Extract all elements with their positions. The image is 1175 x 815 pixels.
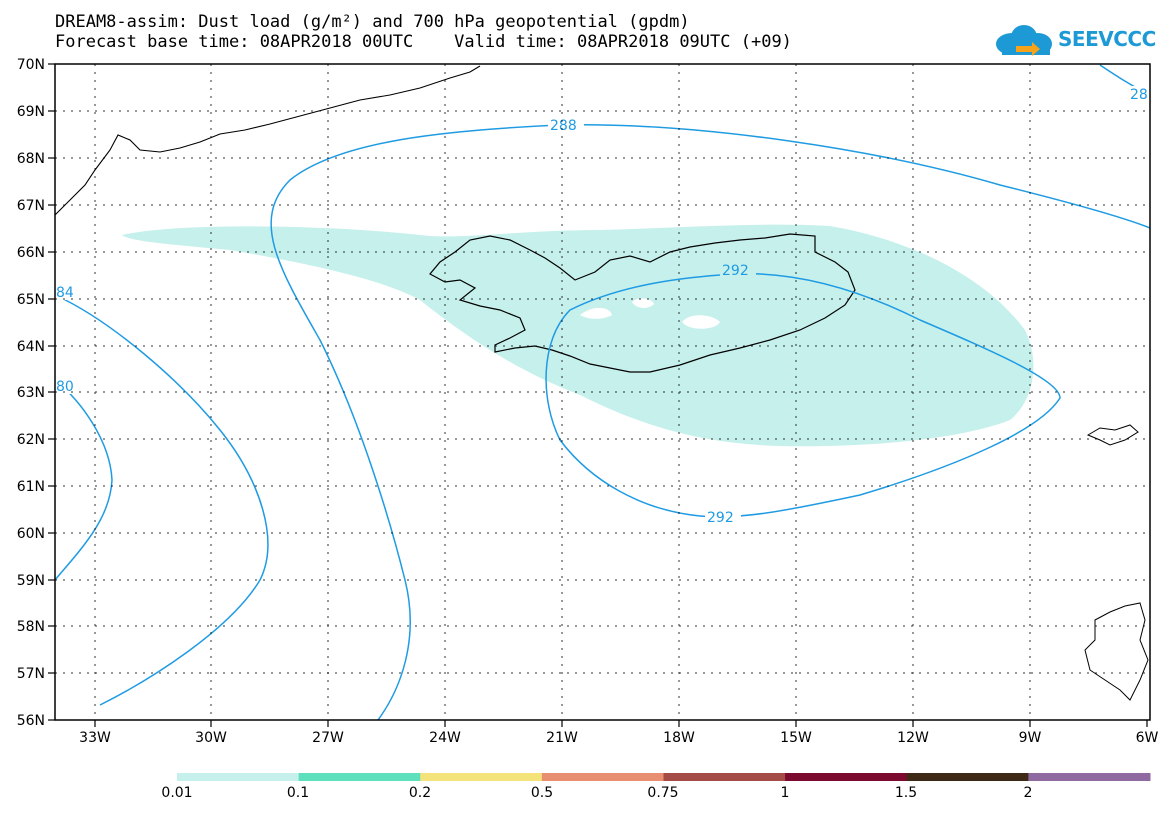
colorbar-label-3: 0.5 (530, 785, 554, 801)
colorbar-label-4: 0.75 (647, 785, 679, 801)
lat-label-66N: 66N (17, 245, 45, 261)
seevccc-logo (996, 25, 1052, 56)
contour-label-84: 84 (56, 285, 74, 301)
lon-label-12W: 12W (897, 730, 929, 746)
colorbar (177, 773, 1151, 781)
colorbar-label-1: 0.1 (286, 785, 310, 801)
iceland-coastline (429, 233, 856, 373)
scotland-coastline (1084, 602, 1149, 701)
lon-label-33W: 33W (79, 730, 111, 746)
faroe-coastline (1086, 424, 1139, 446)
lon-label-24W: 24W (429, 730, 461, 746)
colorbar-label-2: 0.2 (408, 785, 432, 801)
lat-label-69N: 69N (17, 104, 45, 120)
lat-labels: 70N 69N 68N 67N 66N 65N 64N 63N 62N 61N … (17, 57, 45, 729)
lat-label-59N: 59N (17, 573, 45, 589)
contour-label-292-bottom: 292 (707, 510, 734, 526)
lat-label-60N: 60N (17, 526, 45, 542)
greenland-coastline (54, 65, 481, 216)
title-line-2: Forecast base time: 08APR2018 00UTC Vali… (55, 32, 792, 52)
geopotential-contours (54, 64, 1151, 721)
dust-gap-2 (580, 307, 612, 319)
lon-label-9W: 9W (1019, 730, 1042, 746)
colorbar-segment-2 (420, 773, 543, 781)
lon-label-18W: 18W (663, 730, 695, 746)
lat-label-56N: 56N (17, 713, 45, 729)
ticks (48, 63, 1148, 727)
lat-label-58N: 58N (17, 619, 45, 635)
lat-label-64N: 64N (17, 339, 45, 355)
gridlines (55, 64, 1150, 720)
lon-label-30W: 30W (195, 730, 227, 746)
colorbar-segment-6 (906, 773, 1029, 781)
lat-label-67N: 67N (17, 198, 45, 214)
lon-label-27W: 27W (312, 730, 344, 746)
colorbar-segment-7 (1028, 773, 1151, 781)
colorbar-label-7: 2 (1023, 785, 1033, 801)
colorbar-label-6: 1.5 (894, 785, 918, 801)
lon-label-21W: 21W (546, 730, 578, 746)
lat-label-57N: 57N (17, 666, 45, 682)
contour-label-292-top: 292 (722, 263, 749, 279)
dust-load-area (122, 224, 1034, 447)
lat-label-61N: 61N (17, 479, 45, 495)
contour-label-288: 288 (550, 118, 577, 134)
dust-gap-3 (632, 298, 654, 308)
colorbar-segment-3 (541, 773, 664, 781)
contour-292 (545, 272, 1061, 518)
contour-284 (54, 294, 269, 706)
lon-label-6W: 6W (1136, 730, 1159, 746)
contour-label-80: 80 (56, 379, 74, 395)
title-line-1: DREAM8-assim: Dust load (g/m²) and 700 h… (55, 12, 690, 32)
contour-labels: 288 292 292 84 80 28 (55, 86, 1150, 526)
lon-label-15W: 15W (780, 730, 812, 746)
contour-label-28: 28 (1130, 87, 1148, 103)
cloud-icon (996, 25, 1052, 56)
colorbar-segment-1 (298, 773, 421, 781)
logo-text: SEEVCCC (1058, 27, 1156, 51)
contour-288 (270, 124, 1151, 721)
lat-label-68N: 68N (17, 151, 45, 167)
lat-label-63N: 63N (17, 385, 45, 401)
lat-label-70N: 70N (17, 57, 45, 73)
colorbar-label-5: 1 (780, 785, 790, 801)
colorbar-segment-5 (785, 773, 908, 781)
colorbar-label-0: 0.01 (161, 785, 193, 801)
lat-label-62N: 62N (17, 432, 45, 448)
colorbar-segment-0 (177, 773, 300, 781)
contour-280 (54, 379, 113, 581)
lon-labels: 33W 30W 27W 24W 21W 18W 15W 12W 9W 6W (79, 730, 1158, 746)
dust-gap-1 (682, 315, 720, 329)
lat-label-65N: 65N (17, 292, 45, 308)
colorbar-segment-4 (663, 773, 786, 781)
